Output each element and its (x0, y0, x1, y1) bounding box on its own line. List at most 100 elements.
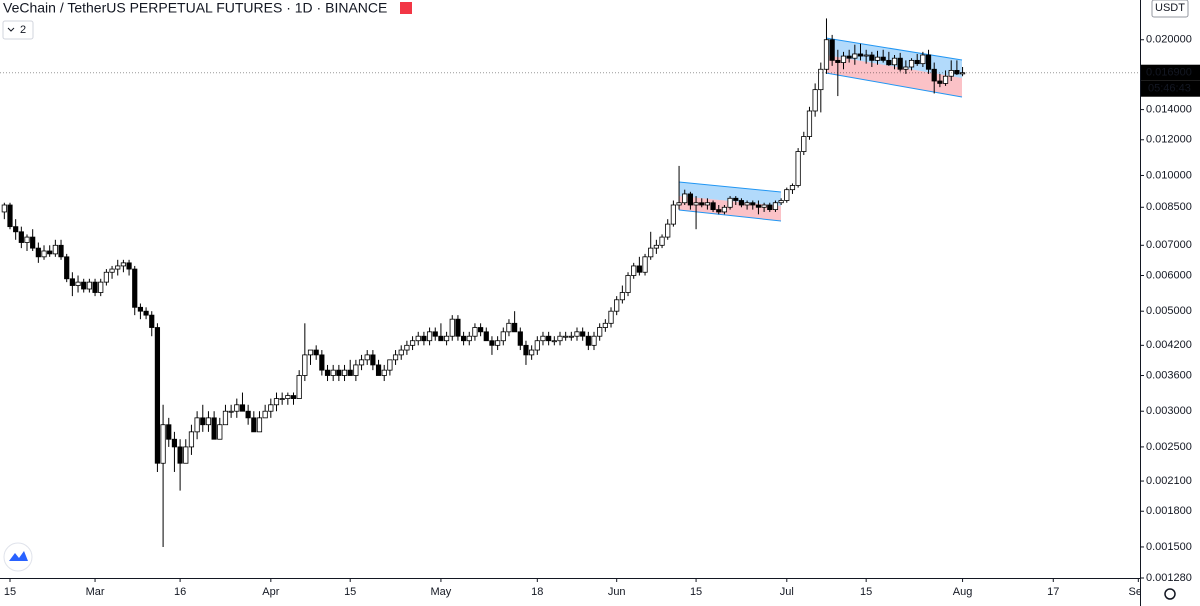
currency-label: USDT (1155, 2, 1185, 14)
candle-body (30, 236, 36, 249)
candle-body (761, 204, 767, 208)
candle-body (863, 54, 869, 57)
candle-body (324, 369, 331, 376)
candle-body (597, 327, 603, 337)
candle-body (931, 68, 937, 82)
y-tick-label: 0.001800 (1146, 505, 1192, 517)
candle-body (676, 202, 682, 206)
candle-body (41, 250, 47, 258)
x-tick-label: 15 (344, 586, 356, 598)
candle-body (13, 226, 19, 233)
y-tick-label: 0.014000 (1146, 103, 1192, 115)
candle-body (682, 193, 688, 204)
candle-body (631, 265, 637, 276)
candle-body (801, 136, 807, 152)
last-price-box (1141, 64, 1200, 81)
candle-body (438, 335, 444, 342)
candle-body (744, 202, 750, 206)
y-tick-label: 0.012000 (1146, 134, 1192, 146)
candle-body (517, 331, 523, 346)
candle-body (58, 244, 64, 258)
candle-body (653, 244, 659, 249)
candle-body (619, 292, 625, 301)
candle-body (574, 331, 580, 337)
channel-line (678, 181, 782, 193)
candle-body (540, 335, 546, 342)
y-tick-label: 0.010000 (1146, 169, 1192, 181)
candle-body (194, 417, 200, 433)
candle-body (347, 369, 353, 376)
candle-body (835, 59, 841, 63)
candle-body (234, 404, 240, 412)
candle-body (455, 318, 461, 337)
candle-body (942, 75, 949, 84)
candle-body (529, 349, 535, 356)
candle-body (126, 262, 132, 270)
candle-body (200, 417, 206, 426)
candle-body (336, 369, 342, 376)
candle-body (812, 89, 818, 112)
candle-body (86, 281, 92, 290)
candle-body (137, 306, 144, 312)
candle-body (585, 335, 591, 346)
candle-body (772, 202, 779, 211)
price-axis (1140, 0, 1200, 606)
candle-body (693, 202, 699, 206)
candle-body (132, 268, 138, 308)
candle-body (188, 431, 195, 448)
candle-body (846, 55, 852, 59)
candle-body (432, 331, 438, 337)
candle-body (687, 193, 694, 206)
x-tick-label: 15 (860, 586, 872, 598)
x-tick-label: 17 (1047, 586, 1059, 598)
candle-body (285, 395, 291, 399)
candle-body (534, 340, 540, 351)
candle-body (886, 59, 892, 66)
gear (1164, 588, 1176, 600)
candle-body (948, 70, 954, 77)
candle-body (636, 265, 642, 273)
channel-line (825, 37, 963, 61)
candle-body (24, 236, 30, 243)
countdown-label: 05:46:43 (1148, 83, 1191, 95)
candle-body (449, 318, 455, 337)
candle-body (908, 59, 915, 68)
candle-body (829, 39, 835, 61)
candle-body (251, 417, 257, 433)
candle-body (857, 53, 864, 57)
candle-body (52, 244, 58, 255)
candle-body (869, 54, 875, 61)
candle-body (415, 335, 421, 342)
candle-body (211, 417, 217, 440)
candle-body (228, 410, 234, 413)
candle-body (69, 278, 75, 286)
candle-body (268, 404, 274, 412)
candle-body (98, 281, 104, 293)
candle-body (64, 256, 70, 280)
candle-body (495, 340, 501, 346)
candle-body (171, 438, 178, 448)
candle-body (778, 200, 784, 204)
candle-body (92, 281, 98, 293)
candle-body (704, 202, 711, 206)
candle-body (523, 344, 529, 356)
settings-icon[interactable] (1164, 588, 1176, 600)
x-tick-label: May (431, 586, 452, 598)
chevron (7, 27, 15, 32)
candle-body (109, 268, 115, 273)
candle-body (568, 335, 574, 338)
candle-body (699, 202, 705, 206)
candle-body (460, 335, 467, 342)
currency-button[interactable] (1151, 0, 1189, 18)
indicator-toggle[interactable] (2, 20, 34, 40)
candle-body (959, 72, 966, 75)
logo-mark (9, 551, 28, 561)
y-tick-label: 0.001280 (1146, 572, 1192, 584)
candle-body (880, 56, 886, 61)
y-tick-label: 0.008500 (1146, 201, 1192, 213)
candle-body (47, 250, 53, 255)
candle-body (733, 197, 739, 201)
candle-body (472, 327, 478, 337)
candle-body (18, 231, 24, 243)
